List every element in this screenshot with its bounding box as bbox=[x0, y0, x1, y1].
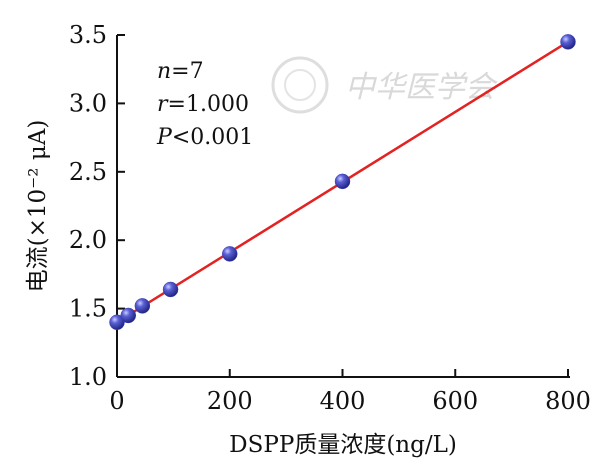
y-tick-label: 3.5 bbox=[69, 21, 107, 49]
y-tick-label: 2.5 bbox=[69, 158, 107, 186]
y-tick-label: 2.0 bbox=[69, 226, 107, 254]
x-axis-title: DSPP质量浓度(ng/L) bbox=[229, 432, 457, 458]
annotation-n-symbol: n bbox=[157, 59, 171, 84]
data-point bbox=[334, 173, 351, 190]
data-point bbox=[120, 307, 137, 324]
x-tick-label: 200 bbox=[207, 387, 253, 415]
x-tick-label: 800 bbox=[545, 387, 591, 415]
watermark-text: 中华医学会 bbox=[345, 70, 498, 105]
annotation-p: P<0.001 bbox=[156, 125, 253, 150]
annotation-n-value: =7 bbox=[171, 59, 203, 84]
y-tick-label: 1.5 bbox=[69, 295, 107, 323]
annotation-r: r=1.000 bbox=[157, 92, 249, 117]
annotation-r-value: =1.000 bbox=[168, 92, 249, 117]
data-point bbox=[109, 314, 125, 331]
data-point bbox=[560, 34, 576, 50]
y-tick-label: 1.0 bbox=[69, 363, 107, 391]
data-point bbox=[162, 281, 179, 298]
y-axis-title: 电流(×10⁻² μA) bbox=[25, 120, 51, 293]
annotation-p-value: <0.001 bbox=[172, 125, 253, 150]
data-point bbox=[222, 246, 238, 262]
annotation-n: n=7 bbox=[157, 59, 204, 84]
y-tick-label: 3.0 bbox=[69, 89, 107, 117]
x-tick-label: 0 bbox=[109, 387, 124, 415]
x-ticks: 0 200 400 600 800 bbox=[109, 369, 591, 415]
watermark: 中华医学会 bbox=[271, 56, 498, 114]
annotation-p-symbol: P bbox=[156, 125, 173, 150]
x-tick-label: 600 bbox=[432, 387, 478, 415]
data-point bbox=[134, 298, 151, 314]
x-tick-label: 400 bbox=[320, 387, 366, 415]
data-points bbox=[109, 34, 576, 331]
watermark-seal-inner-icon bbox=[284, 69, 316, 101]
annotation-r-symbol: r bbox=[157, 92, 169, 117]
y-ticks: 1.0 1.5 2.0 2.5 3.0 3.5 bbox=[69, 21, 125, 391]
watermark-seal-icon bbox=[271, 56, 329, 114]
